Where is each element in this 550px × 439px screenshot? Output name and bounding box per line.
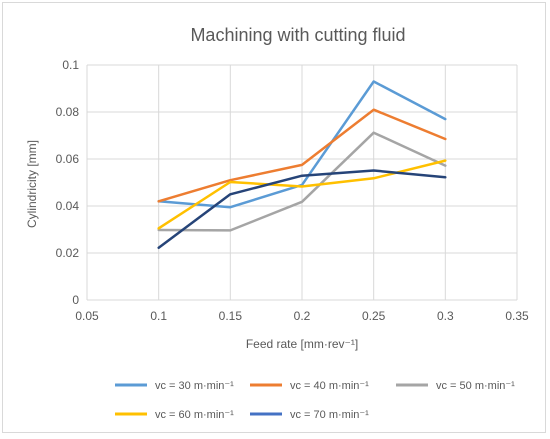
y-tick-label: 0.06 xyxy=(56,152,80,166)
y-tick-label: 0.1 xyxy=(62,58,79,72)
y-tick-label: 0.04 xyxy=(56,199,80,213)
x-tick-label: 0.2 xyxy=(294,309,311,323)
y-tick-label: 0.08 xyxy=(56,105,80,119)
gridlines xyxy=(86,64,518,301)
legend-label: vc = 70 m·min⁻¹ xyxy=(290,409,369,421)
x-tick-label: 0.3 xyxy=(437,309,454,323)
legend-label: vc = 40 m·min⁻¹ xyxy=(290,380,369,392)
x-tick-label: 0.05 xyxy=(75,309,99,323)
legend-label: vc = 50 m·min⁻¹ xyxy=(436,380,515,392)
legend-label: vc = 60 m·min⁻¹ xyxy=(155,409,234,421)
legend-label: vc = 30 m·min⁻¹ xyxy=(155,380,234,392)
legend: vc = 30 m·min⁻¹ vc = 40 m·min⁻¹ vc = 50 m·… xyxy=(115,380,515,421)
chart-frame: Machining with cutting fluid 0 0.02 0.04 0.… xyxy=(2,2,546,433)
series-line-2 xyxy=(157,108,447,203)
x-tick-label: 0.1 xyxy=(150,309,167,323)
series-line-1 xyxy=(157,80,447,209)
series-line-5 xyxy=(157,169,447,250)
chart-title: Machining with cutting fluid xyxy=(190,25,405,45)
line-chart: Machining with cutting fluid 0 0.02 0.04 0.… xyxy=(25,25,529,421)
series-line-3 xyxy=(157,131,447,232)
x-tick-label: 0.15 xyxy=(219,309,243,323)
x-tick-label: 0.35 xyxy=(505,309,529,323)
y-axis-title: Cylindricity [mm] xyxy=(25,140,39,228)
axis-labels: 0 0.02 0.04 0.06 0.08 0.1 0.05 0.1 0.15 0.2 0.25 0.… xyxy=(56,58,529,323)
x-tick-label: 0.25 xyxy=(362,309,386,323)
x-axis-title: Feed rate [mm·rev⁻¹] xyxy=(246,337,358,351)
series-lines xyxy=(157,80,447,250)
y-tick-label: 0 xyxy=(72,293,79,307)
y-tick-label: 0.02 xyxy=(56,246,80,260)
